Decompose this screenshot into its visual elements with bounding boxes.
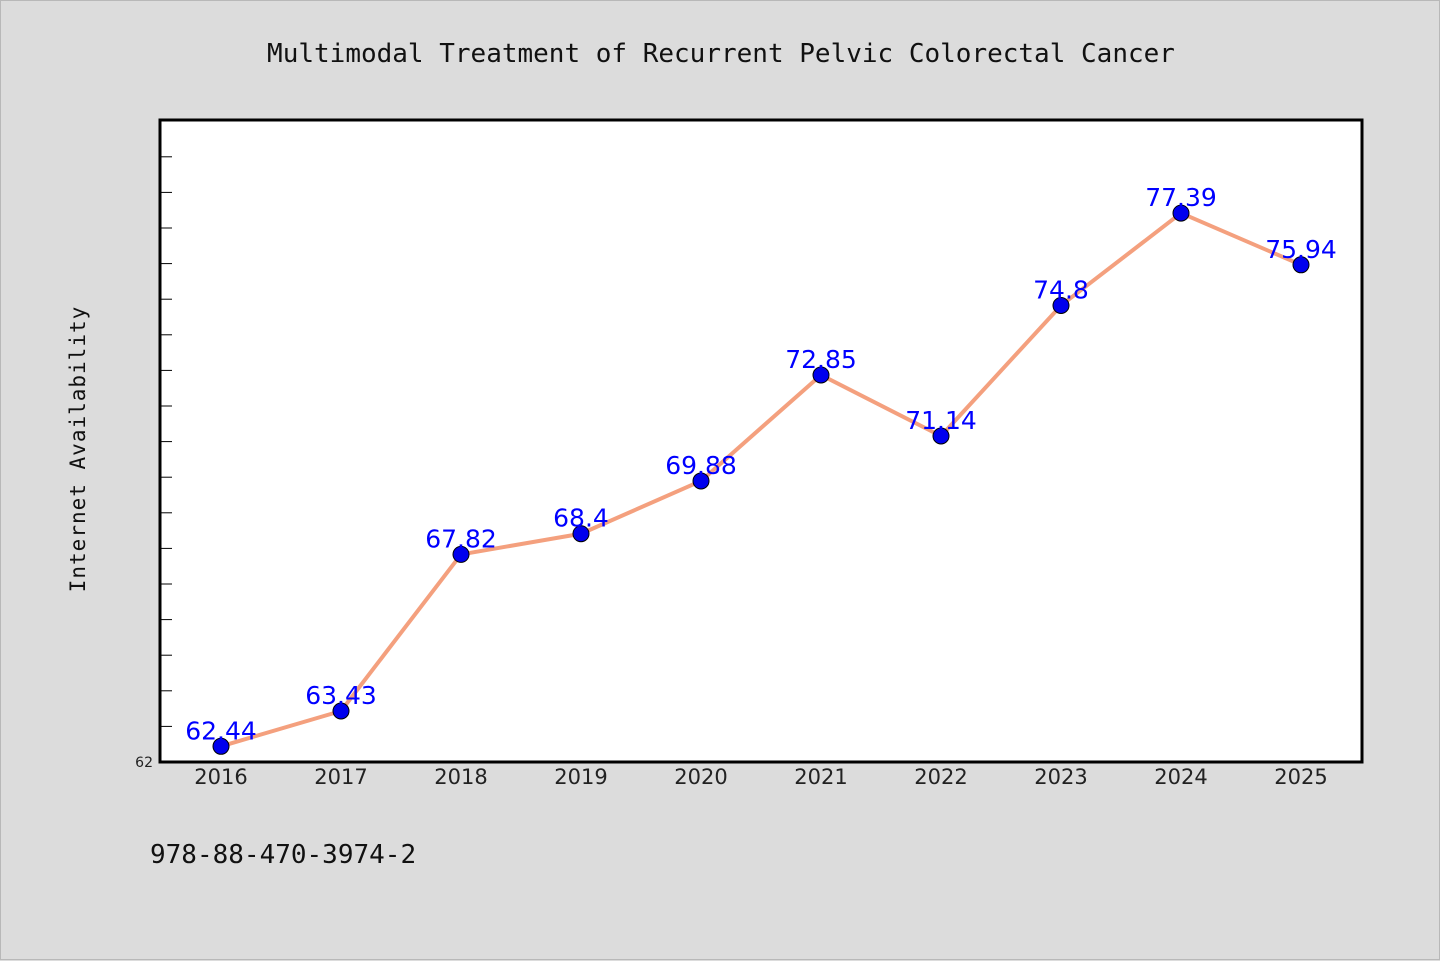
data-label: 77.39 (1145, 183, 1217, 212)
data-label: 74.8 (1033, 275, 1089, 304)
y-axis-label: Internet Availability (66, 306, 90, 593)
y-tick-label: 62 (135, 755, 153, 771)
data-point (1172, 204, 1190, 222)
series-line (220, 211, 1302, 749)
x-tick-label: 2018 (434, 765, 487, 789)
x-tick-label: 2021 (794, 765, 847, 789)
data-label: 71.14 (905, 406, 977, 435)
x-tick-label: 2022 (914, 765, 967, 789)
isbn-text: 978-88-470-3974-2 (150, 840, 416, 870)
data-point (332, 702, 350, 720)
data-point (572, 525, 590, 543)
data-label: 69.88 (665, 451, 737, 480)
x-tick-label: 2016 (194, 765, 247, 789)
data-point (212, 737, 230, 755)
x-tick-label: 2023 (1034, 765, 1087, 789)
data-point (1052, 296, 1070, 314)
x-axis-ticks: 2016 2017 2018 2019 2020 2021 2022 2023 2024 2025 (194, 765, 1327, 789)
chart-title: Multimodal Treatment of Recurrent Pelvic… (267, 39, 1175, 69)
series-markers (212, 204, 1310, 755)
data-label: 75.94 (1265, 235, 1337, 264)
data-point (692, 472, 710, 490)
data-point (932, 427, 950, 445)
x-tick-label: 2017 (314, 765, 367, 789)
y-axis-ticks (160, 156, 172, 727)
data-label: 72.85 (785, 345, 857, 374)
data-point (812, 366, 830, 384)
data-point (1292, 256, 1310, 274)
data-label: 63.43 (305, 681, 377, 710)
x-tick-label: 2024 (1154, 765, 1207, 789)
data-label: 62.44 (185, 716, 257, 745)
data-label: 68.4 (553, 504, 609, 533)
data-label: 67.82 (425, 524, 497, 553)
x-tick-label: 2019 (554, 765, 607, 789)
x-tick-label: 2025 (1274, 765, 1327, 789)
data-point (452, 545, 470, 563)
x-tick-label: 2020 (674, 765, 727, 789)
data-labels: 62.44 63.43 67.82 68.4 69.88 72.85 71.14 74.8 77… (185, 183, 1337, 745)
